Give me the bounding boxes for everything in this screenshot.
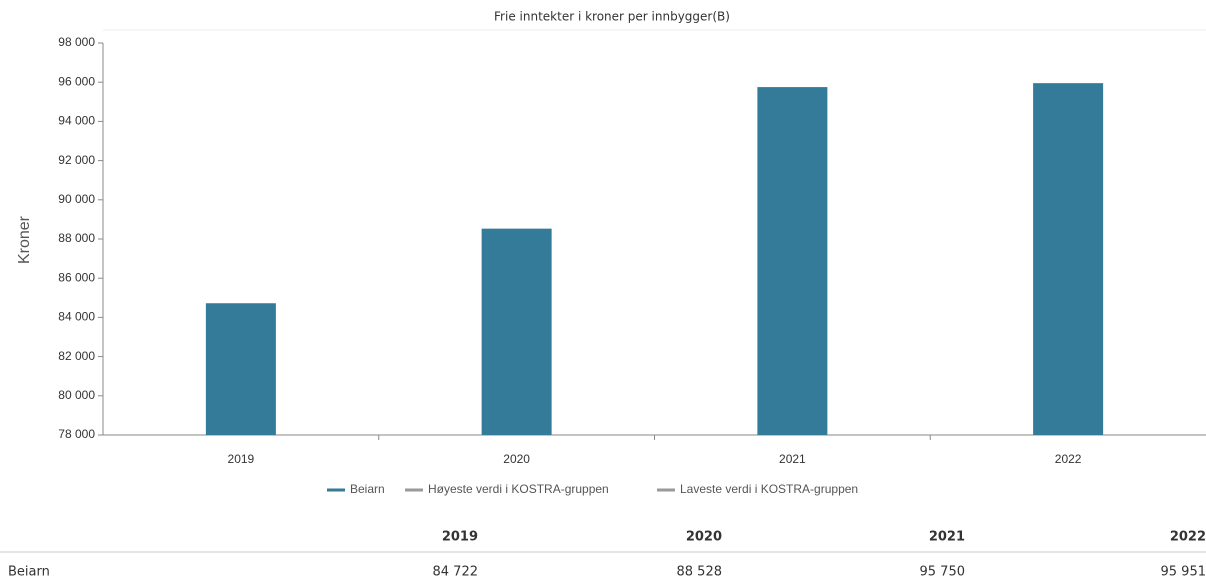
x-tick-label: 2022 [1055, 452, 1082, 466]
x-tick-label: 2020 [503, 452, 530, 466]
y-tick-label: 78 000 [58, 427, 95, 441]
table-cell: 95 750 [920, 565, 966, 580]
table-header: 2022 [1170, 530, 1206, 545]
legend-label: Beiarn [350, 482, 385, 496]
y-tick-label: 98 000 [58, 35, 95, 49]
y-tick-label: 90 000 [58, 192, 95, 206]
y-tick-label: 92 000 [58, 153, 95, 167]
x-tick-label: 2021 [779, 452, 806, 466]
y-tick-label: 88 000 [58, 231, 95, 245]
y-tick-label: 82 000 [58, 349, 95, 363]
row-label: Beiarn [8, 565, 50, 580]
table-header: 2019 [442, 530, 478, 545]
legend-label: Laveste verdi i KOSTRA-gruppen [680, 482, 858, 496]
y-tick-label: 94 000 [58, 114, 95, 128]
x-tick-label: 2019 [228, 452, 255, 466]
table-cell: 84 722 [433, 565, 479, 580]
bar [757, 87, 828, 435]
y-tick-label: 80 000 [58, 388, 95, 402]
y-tick-label: 96 000 [58, 74, 95, 88]
table-cell: 95 951 [1161, 565, 1206, 580]
chart-title: Frie inntekter i kroner per innbygger(B) [494, 10, 730, 24]
y-tick-label: 84 000 [58, 310, 95, 324]
table-header: 2021 [929, 530, 965, 545]
table-cell: 88 528 [677, 565, 723, 580]
legend-label: Høyeste verdi i KOSTRA-gruppen [428, 482, 609, 496]
y-tick-label: 86 000 [58, 270, 95, 284]
bar [1033, 83, 1104, 435]
bar [205, 303, 276, 435]
y-axis-label: Kroner [16, 215, 33, 264]
table-header: 2020 [686, 530, 722, 545]
bar [481, 228, 552, 435]
